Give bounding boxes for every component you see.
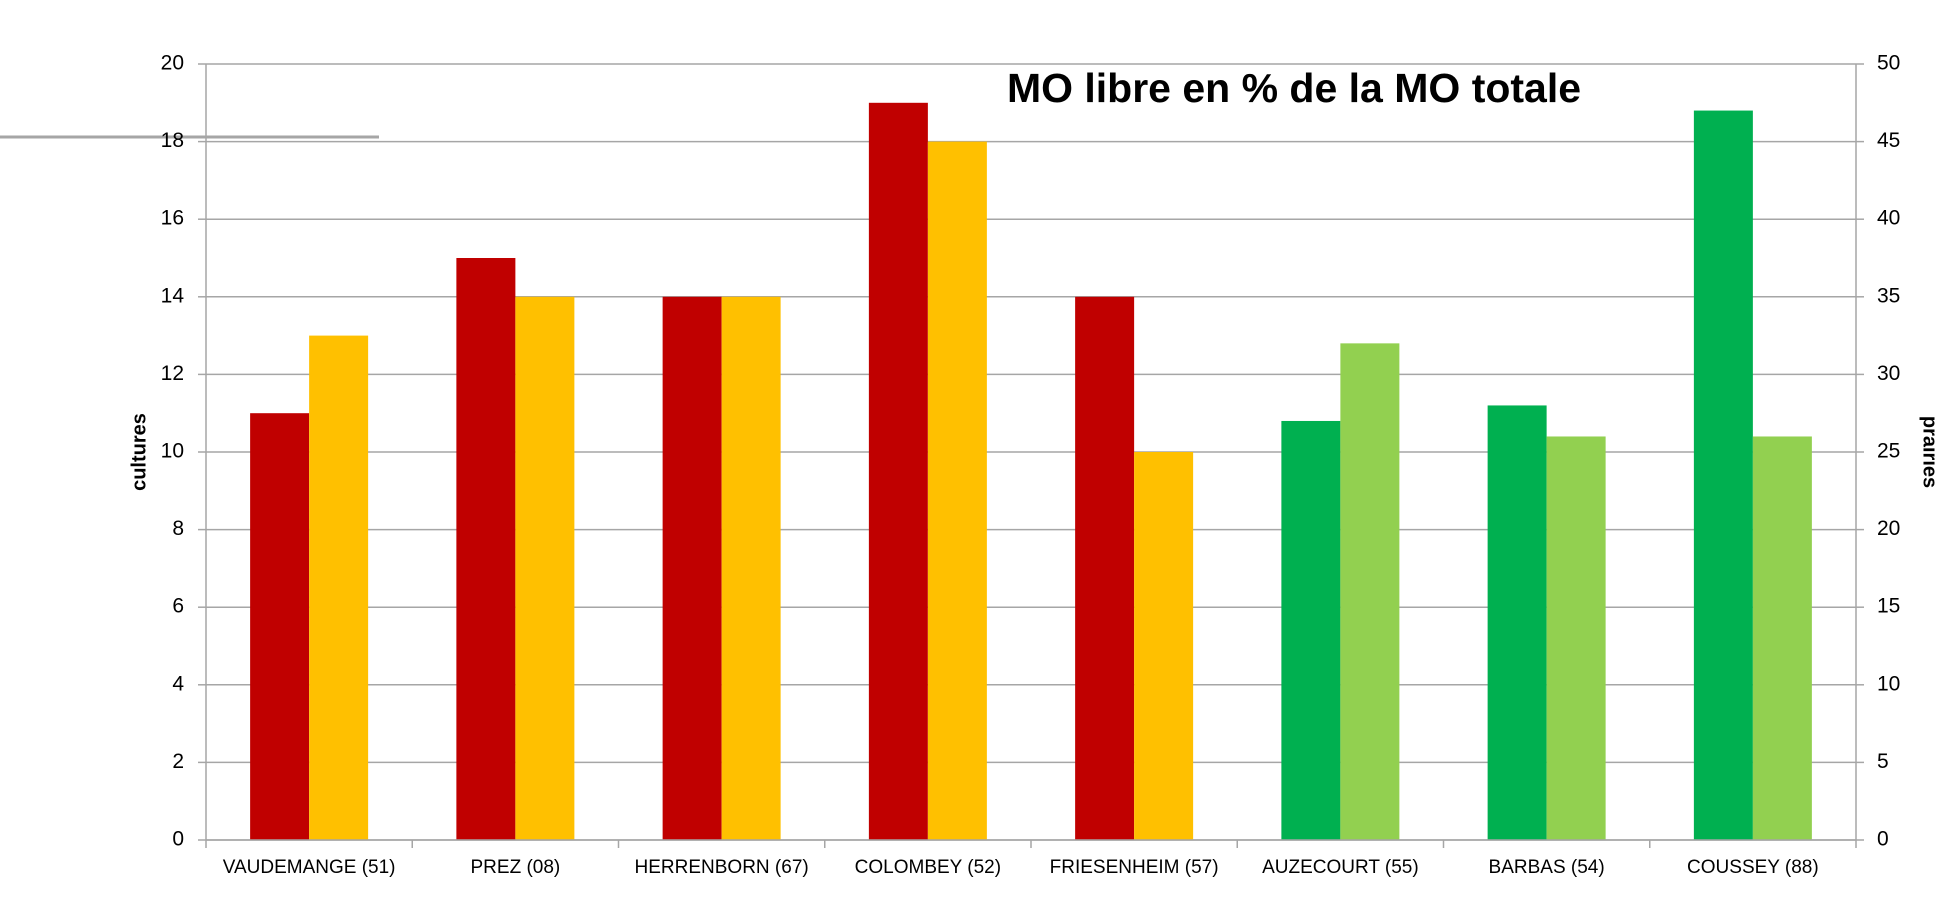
bar bbox=[721, 296, 781, 840]
y2-tick-label: 30 bbox=[1877, 362, 1900, 385]
y2-tick-label: 25 bbox=[1877, 440, 1900, 463]
y-tick-label: 4 bbox=[172, 672, 184, 695]
x-tick-label: FRIESENHEIM (57) bbox=[1050, 857, 1219, 878]
y-tick-label: 8 bbox=[172, 517, 184, 540]
bar bbox=[868, 102, 928, 841]
bar bbox=[1281, 420, 1341, 840]
y-tick-label: 10 bbox=[161, 440, 184, 463]
bar bbox=[1487, 405, 1547, 840]
bar bbox=[456, 258, 516, 840]
x-tick-label: BARBAS (54) bbox=[1489, 857, 1605, 878]
x-tick-label: PREZ (08) bbox=[471, 857, 561, 878]
bar bbox=[250, 413, 310, 840]
bar bbox=[515, 296, 575, 840]
chart-title: MO libre en % de la MO totale bbox=[1007, 65, 1581, 111]
bar bbox=[1340, 343, 1400, 840]
y2-tick-label: 45 bbox=[1877, 129, 1900, 152]
y2-tick-label: 20 bbox=[1877, 517, 1900, 540]
x-tick-label: COUSSEY (88) bbox=[1687, 857, 1819, 878]
y2-tick-label: 0 bbox=[1877, 828, 1889, 851]
y-tick-label: 2 bbox=[172, 750, 184, 773]
x-tick-label: AUZECOURT (55) bbox=[1262, 857, 1419, 878]
y2-tick-label: 40 bbox=[1877, 207, 1900, 230]
bar bbox=[1693, 110, 1753, 840]
x-tick-label: COLOMBEY (52) bbox=[855, 857, 1001, 878]
bar bbox=[1075, 296, 1135, 840]
x-tick-label: VAUDEMANGE (51) bbox=[223, 857, 396, 878]
bar bbox=[1752, 436, 1812, 840]
y-axis-label: cultures bbox=[128, 413, 150, 491]
y2-axis-label: prairies bbox=[1919, 416, 1936, 488]
y2-tick-label: 35 bbox=[1877, 284, 1900, 307]
y-tick-label: 0 bbox=[172, 828, 184, 851]
y2-tick-label: 5 bbox=[1877, 750, 1889, 773]
y2-tick-label: 50 bbox=[1877, 52, 1900, 75]
bar bbox=[1546, 436, 1606, 840]
y-tick-label: 20 bbox=[161, 52, 184, 75]
bar bbox=[662, 296, 722, 840]
y-tick-label: 6 bbox=[172, 595, 184, 618]
y-tick-label: 12 bbox=[161, 362, 184, 385]
bar bbox=[309, 335, 369, 840]
y2-tick-label: 10 bbox=[1877, 672, 1900, 695]
y2-tick-label: 15 bbox=[1877, 595, 1900, 618]
x-tick-label: HERRENBORN (67) bbox=[635, 857, 809, 878]
y-tick-label: 18 bbox=[161, 129, 184, 152]
bar bbox=[927, 141, 987, 841]
y-tick-label: 16 bbox=[161, 207, 184, 230]
y-tick-label: 14 bbox=[161, 284, 185, 307]
bar bbox=[1134, 452, 1194, 840]
